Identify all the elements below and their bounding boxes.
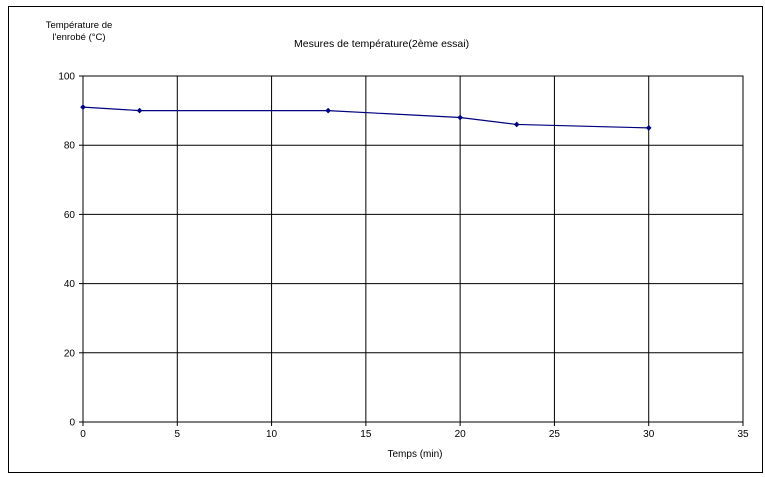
- x-tick-label: 5: [175, 429, 181, 440]
- y-tick-label: 60: [64, 210, 76, 221]
- data-point: [457, 114, 463, 121]
- y-tick-label: 100: [58, 72, 75, 83]
- data-point: [325, 107, 331, 114]
- y-axis-label-line2: l'enrobé (°C): [52, 32, 106, 43]
- chart-title: Mesures de température(2ème essai): [294, 38, 470, 50]
- x-axis-label: Temps (min): [387, 449, 442, 460]
- x-tick-label: 30: [643, 429, 655, 440]
- y-axis-label: Température de l'enrobé (°C): [35, 20, 123, 44]
- data-point: [136, 107, 143, 114]
- x-tick-label: 15: [360, 429, 372, 440]
- y-tick-label: 40: [64, 279, 76, 290]
- y-tick-label: 80: [64, 141, 76, 152]
- x-tick-label: 0: [80, 429, 86, 440]
- data-point: [80, 104, 86, 110]
- y-tick-label: 20: [64, 348, 76, 359]
- line-chart: 0 5 10 15 20 25 30 35 0 20 40 60 80 100 Temps (min): [58, 72, 749, 461]
- x-tick-label: 25: [549, 429, 561, 440]
- y-tick-labels: 0 20 40 60 80 100: [58, 72, 75, 429]
- grid-lines: [82, 75, 744, 423]
- y-axis-label-line1: Température de: [45, 20, 113, 31]
- axes: [79, 75, 744, 426]
- x-tick-label: 20: [455, 429, 467, 440]
- x-tick-labels: 0 5 10 15 20 25 30 35: [80, 429, 749, 440]
- y-tick-label: 0: [69, 418, 75, 429]
- chart-frame: 0 5 10 15 20 25 30 35 0 20 40 60 80 100 Temps (min) …: [8, 6, 763, 473]
- x-tick-label: 10: [266, 429, 278, 440]
- data-point: [513, 121, 520, 128]
- data-series: [80, 104, 652, 131]
- data-point: [645, 125, 652, 131]
- x-tick-label: 35: [737, 429, 749, 440]
- series-line: [82, 106, 649, 129]
